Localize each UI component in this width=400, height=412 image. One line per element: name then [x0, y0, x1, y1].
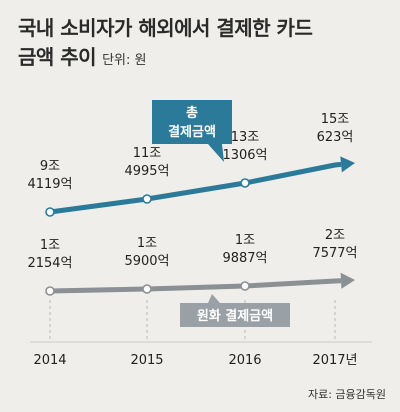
- title-line-2-row: 금액 추이 단위: 원: [18, 43, 312, 75]
- data-label-line1: 11조: [133, 146, 162, 161]
- data-label-line2: 7577억: [312, 246, 357, 261]
- series-label-box-total: [152, 100, 232, 144]
- series-line-1: [49, 278, 342, 294]
- title-line-2: 금액 추이: [18, 45, 97, 69]
- data-point-marker: [45, 286, 55, 296]
- data-label-line1: 9조: [40, 159, 60, 174]
- data-label-line2: 9887억: [222, 251, 267, 266]
- x-tick-label: 2015: [130, 353, 163, 368]
- data-label-line2: 1306억: [222, 148, 267, 163]
- data-point-marker: [142, 284, 152, 294]
- data-point-marker: [240, 281, 250, 291]
- source-note: 자료: 금융감독원: [307, 388, 386, 401]
- data-label-line1: 15조: [321, 112, 350, 127]
- series-arrow-0: [340, 156, 355, 173]
- data-label-line1: 1조: [137, 236, 157, 251]
- series-label-box-won: [180, 303, 290, 327]
- data-point-marker: [45, 207, 55, 217]
- x-tick-label: 2014: [33, 353, 66, 368]
- series-label-pointer-won: [208, 294, 220, 303]
- data-label-line1: 1조: [235, 233, 255, 248]
- data-label-line1: 13조: [231, 130, 260, 145]
- chart-title: 국내 소비자가 해외에서 결제한 카드 금액 추이 단위: 원: [18, 14, 313, 75]
- series-line-0: [49, 161, 342, 215]
- x-tick-label: 2017년: [312, 353, 357, 368]
- series-label-won: 원화 결제금액: [197, 308, 273, 324]
- title-line-1: 국내 소비자가 해외에서 결제한 카드: [18, 16, 313, 40]
- data-point-marker: [142, 194, 152, 204]
- unit-label: 단위: 원: [102, 53, 147, 68]
- series-arrow-1: [340, 272, 355, 289]
- series-label-pointer-total: [208, 144, 224, 162]
- data-label-line2: 5900억: [124, 254, 169, 269]
- series-label-total-line1: 총: [186, 105, 198, 121]
- data-label-line2: 4119억: [27, 177, 72, 192]
- data-label-line1: 1조: [40, 238, 60, 253]
- data-point-marker: [240, 178, 250, 188]
- series-label-total-line2: 결제금액: [168, 124, 216, 140]
- data-label-line1: 2조: [325, 228, 345, 243]
- data-label-line2: 623억: [317, 130, 354, 145]
- data-label-line2: 4995억: [124, 164, 169, 179]
- x-tick-label: 2016: [228, 353, 261, 368]
- data-label-line2: 2154억: [27, 256, 72, 271]
